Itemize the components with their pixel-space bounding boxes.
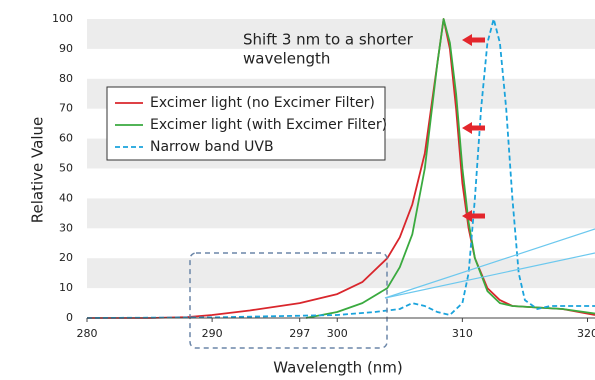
y-tick-label: 90 <box>59 42 73 55</box>
highlight-box <box>189 252 388 349</box>
shift-arrows <box>462 34 485 222</box>
y-tick-label: 10 <box>59 281 73 294</box>
arrow <box>462 34 485 46</box>
x-axis-label: Wavelength (nm) <box>273 359 403 377</box>
guide-line <box>384 228 595 299</box>
annotation: Shift 3 nm to a shorter <box>243 31 414 49</box>
y-tick-label: 40 <box>59 191 73 204</box>
grid-band <box>87 258 595 289</box>
y-tick-label: 0 <box>66 311 73 324</box>
grid-band <box>87 19 595 49</box>
plot <box>86 18 595 319</box>
y-tick-label: 20 <box>59 251 73 264</box>
x-tick-label: 310 <box>452 327 473 340</box>
y-axis-label: Relative Value <box>29 117 47 223</box>
x-tick-label: 280 <box>77 327 98 340</box>
series-line <box>86 18 595 319</box>
y-tick-label: 100 <box>52 12 73 25</box>
guide-line <box>384 252 595 299</box>
bands <box>87 19 595 289</box>
legend-label: Excimer light (with Excimer Filter) <box>150 117 387 133</box>
y-tick-label: 50 <box>59 162 73 175</box>
legend-label: Excimer light (no Excimer Filter) <box>150 95 375 111</box>
y-tick-label: 70 <box>59 102 73 115</box>
series-line <box>305 18 595 319</box>
x-tick-label: 300 <box>327 327 348 340</box>
x-tick-label: 320 <box>577 327 595 340</box>
y-tick-label: 60 <box>59 132 73 145</box>
legend-box <box>106 86 386 161</box>
grid-band <box>87 198 595 229</box>
legend: Excimer light (no Excimer Filter) Excimer… <box>115 95 387 155</box>
arrow <box>462 122 485 134</box>
y-tick-label: 80 <box>59 72 73 85</box>
legend-label: Narrow band UVB <box>150 139 274 155</box>
arrow <box>462 210 485 222</box>
x-tick-label: 290 <box>202 327 223 340</box>
y-tick-label: 30 <box>59 221 73 234</box>
annotation: wavelength <box>243 50 330 68</box>
x-tick-label: 297 <box>289 327 310 340</box>
